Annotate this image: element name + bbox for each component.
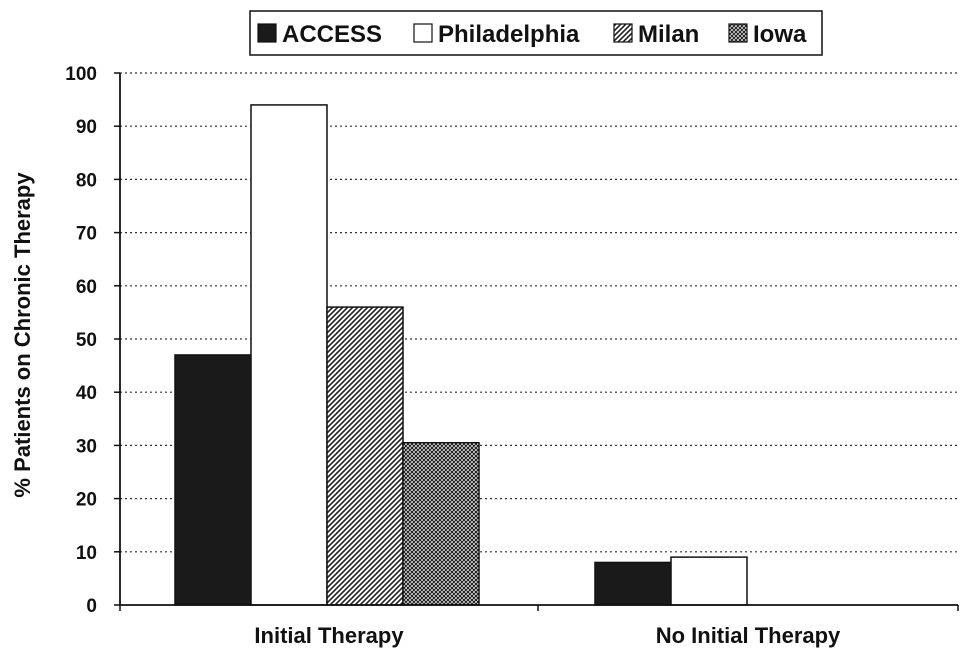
legend-label-philadelphia: Philadelphia <box>438 21 580 48</box>
bar-philadelphia-no-initial <box>670 556 748 606</box>
bar-philadelphia-initial <box>250 104 328 606</box>
bar-milan-initial <box>326 306 404 606</box>
y-tick-labels: 0 10 20 30 40 50 60 70 80 90 100 <box>65 64 97 617</box>
legend-swatch-access <box>257 23 277 43</box>
legend-label-access: ACCESS <box>282 21 382 48</box>
legend-label-iowa: Iowa <box>753 21 807 48</box>
x-category-label: No Initial Therapy <box>656 623 841 648</box>
bar-access-no-initial <box>594 561 672 606</box>
legend-swatch-philadelphia <box>413 23 433 43</box>
y-tick-label: 20 <box>76 490 97 511</box>
y-tick-label: 80 <box>76 170 97 191</box>
y-tick-label: 10 <box>76 543 97 564</box>
legend-swatch-milan <box>613 23 633 43</box>
bar-access-initial <box>174 354 252 606</box>
y-tick-label: 50 <box>76 330 97 351</box>
legend: ACCESS Philadelphia Milan Iowa <box>249 10 823 56</box>
y-tick-label: 100 <box>65 64 97 85</box>
y-tick-label: 30 <box>76 436 97 457</box>
x-tick-labels: Initial Therapy No Initial Therapy <box>254 623 841 648</box>
legend-label-milan: Milan <box>638 21 699 48</box>
y-tick-label: 40 <box>76 383 97 404</box>
y-tick-label: 0 <box>86 596 97 617</box>
axes <box>114 72 959 611</box>
legend-box <box>249 10 823 56</box>
legend-swatch-iowa <box>728 23 748 43</box>
x-category-label: Initial Therapy <box>254 623 404 648</box>
y-axis-label: % Patients on Chronic Therapy <box>10 172 35 498</box>
bars <box>174 104 748 606</box>
y-tick-label: 90 <box>76 117 97 138</box>
y-tick-label: 70 <box>76 224 97 245</box>
y-tick-label: 60 <box>76 277 97 298</box>
bar-iowa-initial <box>402 441 480 606</box>
